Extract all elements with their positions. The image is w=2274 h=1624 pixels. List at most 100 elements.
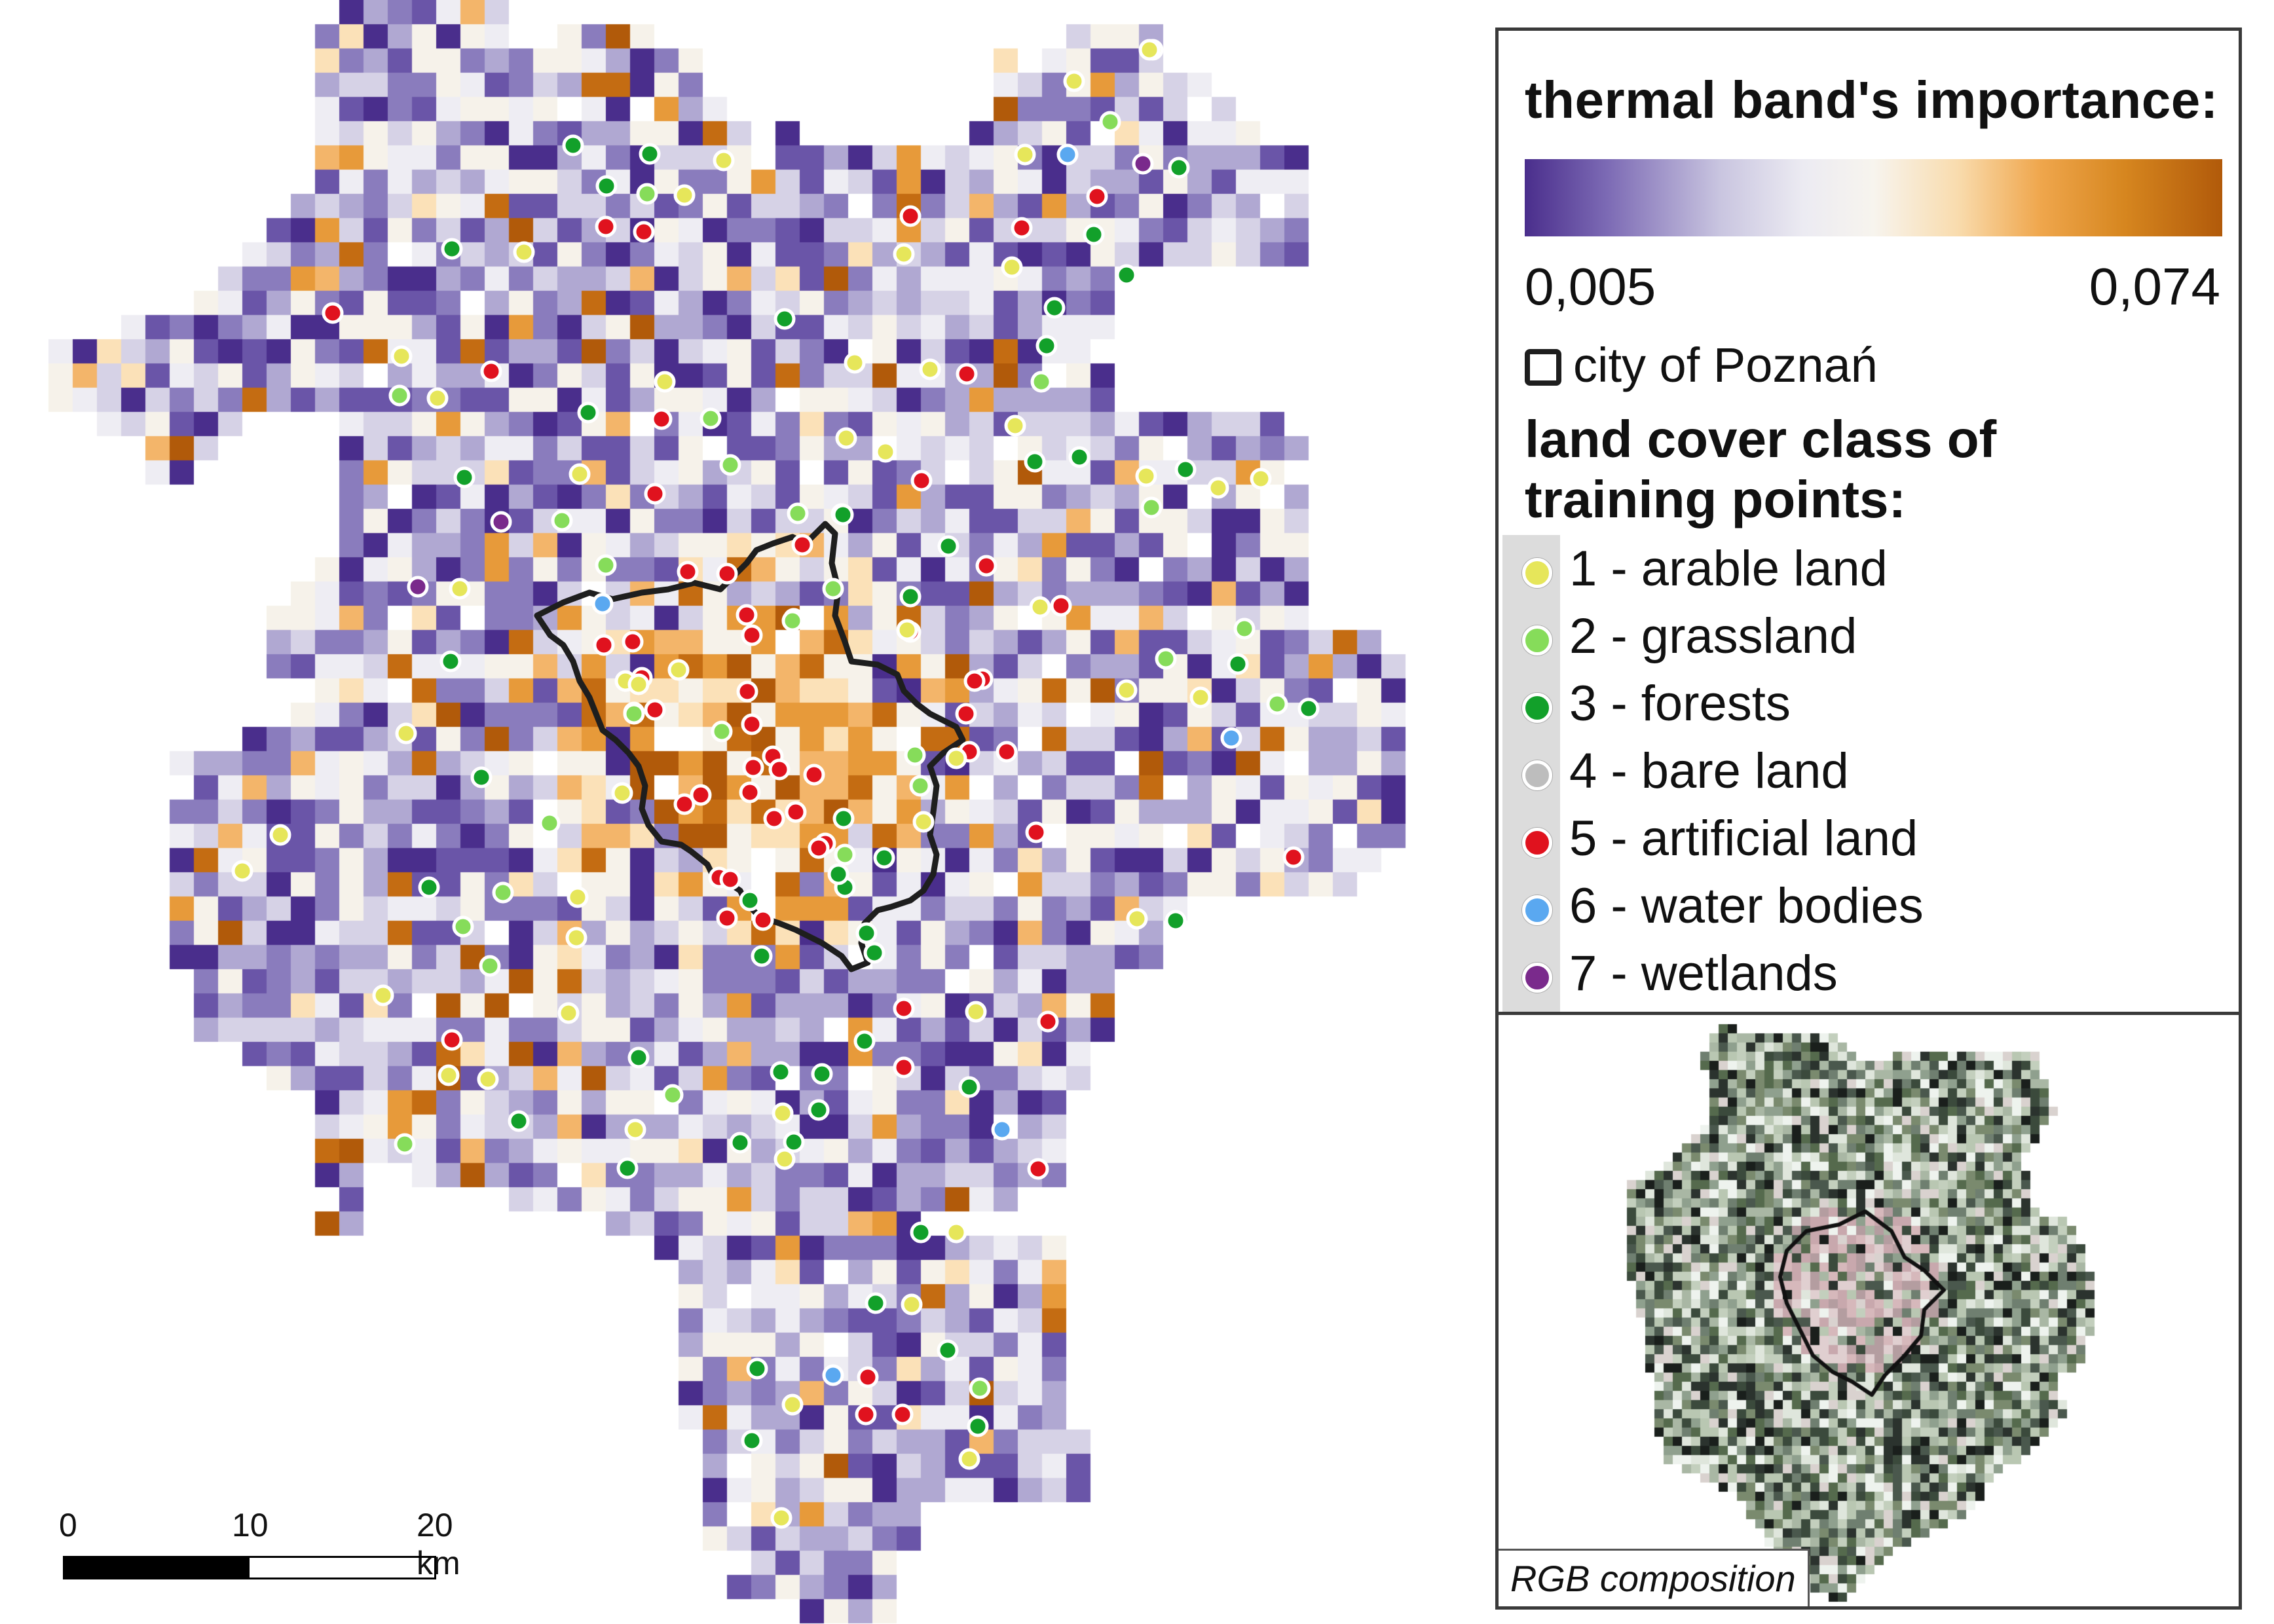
training-point-grassland xyxy=(662,1084,684,1106)
training-point-artificial-land xyxy=(857,1366,879,1388)
training-point-arable-land xyxy=(1063,70,1085,92)
training-point-forests xyxy=(832,504,854,526)
training-point-arable-land xyxy=(627,673,650,695)
training-point-forests xyxy=(470,766,493,788)
training-point-forests xyxy=(441,238,463,260)
training-point-forests xyxy=(899,585,922,608)
class-label: 1 - arable land xyxy=(1569,541,1888,597)
training-point-forests xyxy=(577,401,599,424)
class-item-forests: 3 - forests xyxy=(1522,670,1791,738)
training-point-water-bodies xyxy=(1220,727,1242,749)
training-point-arable-land xyxy=(654,371,676,393)
grassland-dot xyxy=(1522,625,1552,655)
training-point-forests xyxy=(1227,653,1249,675)
training-point-water-bodies xyxy=(591,593,614,615)
training-point-arable-land xyxy=(231,860,253,882)
training-point-artificial-land xyxy=(622,631,644,653)
training-point-forests xyxy=(910,1221,932,1244)
bare-land-dot xyxy=(1522,760,1552,790)
training-point-forests xyxy=(418,876,440,898)
rgb-inset-map: RGB composition xyxy=(1495,1012,2242,1610)
training-point-wetlands xyxy=(1132,153,1154,175)
training-point-wetlands xyxy=(490,511,512,533)
training-point-forests xyxy=(865,1292,887,1314)
training-point-forests xyxy=(627,1046,650,1069)
training-point-artificial-land xyxy=(716,563,738,585)
training-point-grassland xyxy=(1099,111,1121,133)
training-point-artificial-land xyxy=(595,215,617,238)
class-label: 7 - wetlands xyxy=(1569,946,1838,1001)
training-point-arable-land xyxy=(896,619,918,641)
class-label: 4 - bare land xyxy=(1569,743,1849,799)
scale-label-10: 10 xyxy=(232,1507,269,1543)
training-point-artificial-land xyxy=(763,807,785,830)
arable-land-dot xyxy=(1522,558,1552,588)
training-point-arable-land xyxy=(1001,256,1023,278)
training-point-artificial-land xyxy=(1011,217,1033,239)
class-item-wetlands: 7 - wetlands xyxy=(1522,940,1838,1008)
training-point-artificial-land xyxy=(644,699,666,721)
class-label: 5 - artificial land xyxy=(1569,811,1918,866)
training-point-grassland xyxy=(909,775,931,797)
training-point-artificial-land xyxy=(650,408,673,430)
range-min-label: 0,005 xyxy=(1525,257,1656,316)
landcover-legend-title: land cover class of training points: xyxy=(1525,409,1996,530)
training-point-arable-land xyxy=(438,1064,460,1086)
artificial-land-dot xyxy=(1522,828,1552,858)
training-point-forests xyxy=(1115,264,1138,286)
training-point-arable-land xyxy=(874,441,897,463)
training-point-arable-land xyxy=(477,1068,499,1090)
training-point-grassland xyxy=(781,610,804,632)
legend-panel: thermal band's importance: 0,005 0,074 c… xyxy=(1495,28,2242,1016)
training-point-grassland xyxy=(904,744,926,766)
training-point-arable-land xyxy=(565,927,587,949)
training-point-arable-land xyxy=(269,824,291,846)
training-point-artificial-land xyxy=(996,741,1018,763)
legend-title: thermal band's importance: xyxy=(1525,71,2218,129)
training-point-arable-land xyxy=(919,358,941,380)
training-point-forests xyxy=(739,889,761,912)
water-bodies-dot xyxy=(1522,895,1552,925)
training-point-water-bodies xyxy=(991,1118,1013,1141)
training-point-arable-land xyxy=(611,782,633,804)
training-point-artificial-land xyxy=(739,781,761,803)
training-points-layer xyxy=(231,39,1320,1529)
training-point-arable-land xyxy=(449,578,471,600)
training-point-forests xyxy=(746,1357,768,1380)
training-point-forests xyxy=(1035,335,1058,357)
training-point-forests xyxy=(439,650,462,673)
training-point-arable-land xyxy=(395,722,417,745)
training-point-forests xyxy=(639,143,661,165)
training-point-arable-land xyxy=(1014,143,1036,166)
training-point-forests xyxy=(808,1099,830,1121)
training-point-grassland xyxy=(711,720,733,743)
training-point-grassland xyxy=(834,843,856,866)
training-point-artificial-land xyxy=(741,713,763,735)
landcover-title-line1: land cover class of xyxy=(1525,410,1997,468)
training-point-artificial-land xyxy=(716,907,738,929)
training-point-artificial-land xyxy=(441,1029,463,1051)
training-point-forests xyxy=(741,1430,763,1452)
training-point-forests xyxy=(937,1339,959,1361)
training-point-forests xyxy=(729,1132,751,1154)
training-point-grassland xyxy=(1233,618,1256,640)
training-point-forests xyxy=(1068,446,1090,468)
training-point-arable-land xyxy=(774,1148,796,1170)
city-legend-label: city of Poznań xyxy=(1573,338,1878,392)
training-point-grassland xyxy=(479,955,501,977)
training-point-forests xyxy=(1168,157,1190,179)
training-point-artificial-land xyxy=(963,670,986,692)
training-point-arable-land xyxy=(965,1001,987,1023)
training-point-forests xyxy=(827,863,849,885)
range-max-label: 0,074 xyxy=(2089,257,2220,316)
class-item-artificial-land: 5 - artificial land xyxy=(1522,805,1918,873)
training-point-arable-land xyxy=(781,1393,804,1416)
class-label: 6 - water bodies xyxy=(1569,878,1924,934)
training-point-grassland xyxy=(623,703,645,725)
training-point-forests xyxy=(873,847,895,869)
training-point-grassland xyxy=(394,1133,416,1155)
training-point-arable-land xyxy=(390,345,413,367)
training-point-forests xyxy=(783,1131,805,1153)
training-point-arable-land xyxy=(1207,477,1229,499)
training-point-artificial-land xyxy=(956,363,978,385)
